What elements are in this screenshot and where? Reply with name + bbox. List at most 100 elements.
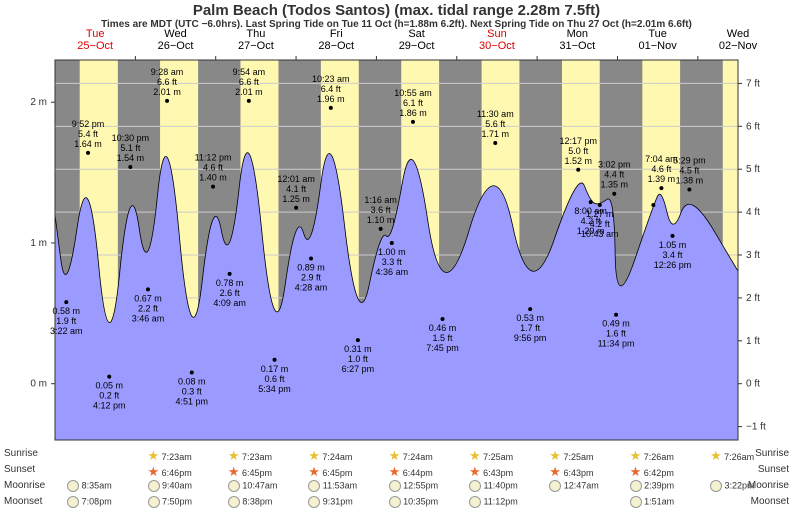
- astro-item: ★ 7:24am: [308, 448, 352, 464]
- day-header: Thu27−Oct: [226, 28, 286, 52]
- day-header: Mon31−Oct: [547, 28, 607, 52]
- svg-text:1:16 am: 1:16 am: [364, 195, 397, 205]
- astro-row-label: Moonset: [4, 496, 42, 507]
- svg-text:4:36 am: 4:36 am: [376, 267, 409, 277]
- astro-item: 12:47am: [549, 480, 599, 492]
- svg-text:3.3 ft: 3.3 ft: [382, 257, 403, 267]
- svg-text:1.6 ft: 1.6 ft: [606, 329, 627, 339]
- svg-text:1.86 m: 1.86 m: [399, 108, 427, 118]
- svg-text:10:55 am: 10:55 am: [394, 88, 432, 98]
- svg-text:9:28 am: 9:28 am: [151, 67, 184, 77]
- svg-text:12:01 am: 12:01 am: [277, 174, 315, 184]
- astro-item: 8:35am: [67, 480, 112, 492]
- svg-text:2.01 m: 2.01 m: [153, 87, 181, 97]
- svg-text:11:30 am: 11:30 am: [477, 109, 514, 119]
- astro-item: 8:38pm: [228, 496, 273, 508]
- svg-text:0.05 m: 0.05 m: [95, 381, 123, 391]
- svg-text:0.67 m: 0.67 m: [134, 293, 162, 303]
- svg-text:1 m: 1 m: [30, 238, 47, 249]
- svg-text:2 ft: 2 ft: [746, 293, 760, 304]
- svg-text:0.3 ft: 0.3 ft: [182, 386, 203, 396]
- svg-text:11:34 pm: 11:34 pm: [598, 339, 635, 349]
- svg-text:6.4 ft: 6.4 ft: [321, 84, 342, 94]
- day-header: Tue25−Oct: [65, 28, 125, 52]
- svg-text:1.38 m: 1.38 m: [676, 175, 704, 185]
- svg-text:0.53 m: 0.53 m: [516, 313, 544, 323]
- astro-item: 1:51am: [630, 496, 675, 508]
- svg-text:1.35 m: 1.35 m: [601, 180, 629, 190]
- svg-text:1.27 m: 1.27 m: [586, 209, 614, 219]
- svg-text:0.2 ft: 0.2 ft: [99, 391, 120, 401]
- svg-text:6.6 ft: 6.6 ft: [157, 77, 178, 87]
- astro-item: ★ 7:25am: [549, 448, 593, 464]
- day-header: Sun30−Oct: [467, 28, 527, 52]
- astro-item: 10:35pm: [389, 496, 439, 508]
- astro-item: ★ 6:42pm: [630, 464, 674, 480]
- svg-text:3:02 pm: 3:02 pm: [598, 160, 631, 170]
- day-header: Tue01−Nov: [628, 28, 688, 52]
- svg-text:1.5 ft: 1.5 ft: [433, 333, 454, 343]
- plot-svg: 0.58 m1.9 ft3:22 am9:52 pm5.4 ft1.64 m0.…: [0, 0, 793, 525]
- svg-text:−1 ft: −1 ft: [746, 422, 766, 433]
- svg-text:6.1 ft: 6.1 ft: [403, 98, 424, 108]
- astro-item: ★ 7:26am: [630, 448, 674, 464]
- svg-text:0 ft: 0 ft: [746, 379, 760, 390]
- svg-text:1.52 m: 1.52 m: [564, 156, 592, 166]
- svg-text:3:46 am: 3:46 am: [132, 313, 165, 323]
- astro-item: ★ 6:43pm: [469, 464, 513, 480]
- astro-item: 11:12pm: [469, 496, 518, 508]
- svg-text:2.01 m: 2.01 m: [235, 87, 263, 97]
- svg-text:3.6 ft: 3.6 ft: [371, 205, 392, 215]
- svg-text:0.6 ft: 0.6 ft: [265, 374, 286, 384]
- svg-text:2.2 ft: 2.2 ft: [138, 303, 159, 313]
- astro-item: 7:08pm: [67, 496, 112, 508]
- svg-text:4.1 ft: 4.1 ft: [286, 184, 307, 194]
- svg-text:1.40 m: 1.40 m: [199, 173, 227, 183]
- svg-text:10:23 am: 10:23 am: [312, 74, 350, 84]
- svg-text:5 ft: 5 ft: [746, 164, 760, 175]
- svg-text:5.4 ft: 5.4 ft: [78, 129, 99, 139]
- svg-text:12:26 pm: 12:26 pm: [654, 260, 692, 270]
- svg-text:5.6 ft: 5.6 ft: [485, 119, 506, 129]
- svg-text:9:56 pm: 9:56 pm: [514, 333, 547, 343]
- svg-text:0 m: 0 m: [30, 379, 47, 390]
- astro-item: ★ 7:23am: [148, 448, 192, 464]
- svg-text:3 ft: 3 ft: [746, 250, 760, 261]
- svg-text:0.49 m: 0.49 m: [602, 319, 630, 329]
- astro-item: ★ 7:24am: [389, 448, 433, 464]
- svg-text:4.4 ft: 4.4 ft: [604, 170, 625, 180]
- svg-text:0.78 m: 0.78 m: [216, 278, 244, 288]
- astro-item: ★ 6:45pm: [228, 464, 272, 480]
- svg-text:6.6 ft: 6.6 ft: [239, 77, 260, 87]
- astro-item: 7:50pm: [148, 496, 193, 508]
- svg-text:1.25 m: 1.25 m: [282, 194, 310, 204]
- svg-text:4:09 am: 4:09 am: [213, 298, 246, 308]
- astro-row-label: Sunrise: [4, 448, 38, 459]
- svg-text:4:12 pm: 4:12 pm: [93, 401, 126, 411]
- astro-item: ★ 7:23am: [228, 448, 272, 464]
- svg-text:4.6 ft: 4.6 ft: [651, 164, 672, 174]
- day-header: Wed02−Nov: [708, 28, 768, 52]
- svg-text:4:51 pm: 4:51 pm: [176, 396, 209, 406]
- svg-text:10:30 pm: 10:30 pm: [112, 133, 150, 143]
- astro-row-label: Sunset: [4, 464, 35, 475]
- svg-text:0.08 m: 0.08 m: [178, 376, 206, 386]
- svg-text:0.31 m: 0.31 m: [344, 344, 372, 354]
- svg-text:7:45 pm: 7:45 pm: [426, 343, 459, 353]
- svg-text:1.64 m: 1.64 m: [74, 139, 102, 149]
- svg-text:7 ft: 7 ft: [746, 78, 760, 89]
- svg-text:6 ft: 6 ft: [746, 121, 760, 132]
- svg-text:1.7 ft: 1.7 ft: [520, 323, 541, 333]
- svg-text:9:52 pm: 9:52 pm: [72, 119, 105, 129]
- astro-item: 9:31pm: [308, 496, 353, 508]
- astro-item: 12:55pm: [389, 480, 439, 492]
- astro-item: 11:53am: [308, 480, 357, 492]
- svg-text:11:12 pm: 11:12 pm: [195, 153, 232, 163]
- svg-text:4.2 ft: 4.2 ft: [590, 219, 611, 229]
- svg-text:5:34 pm: 5:34 pm: [258, 384, 291, 394]
- astro-row-label: Sunset: [758, 464, 789, 475]
- astro-item: ★ 6:46pm: [148, 464, 192, 480]
- astro-item: 9:40am: [148, 480, 193, 492]
- svg-text:1.39 m: 1.39 m: [648, 174, 676, 184]
- svg-text:3.4 ft: 3.4 ft: [662, 250, 683, 260]
